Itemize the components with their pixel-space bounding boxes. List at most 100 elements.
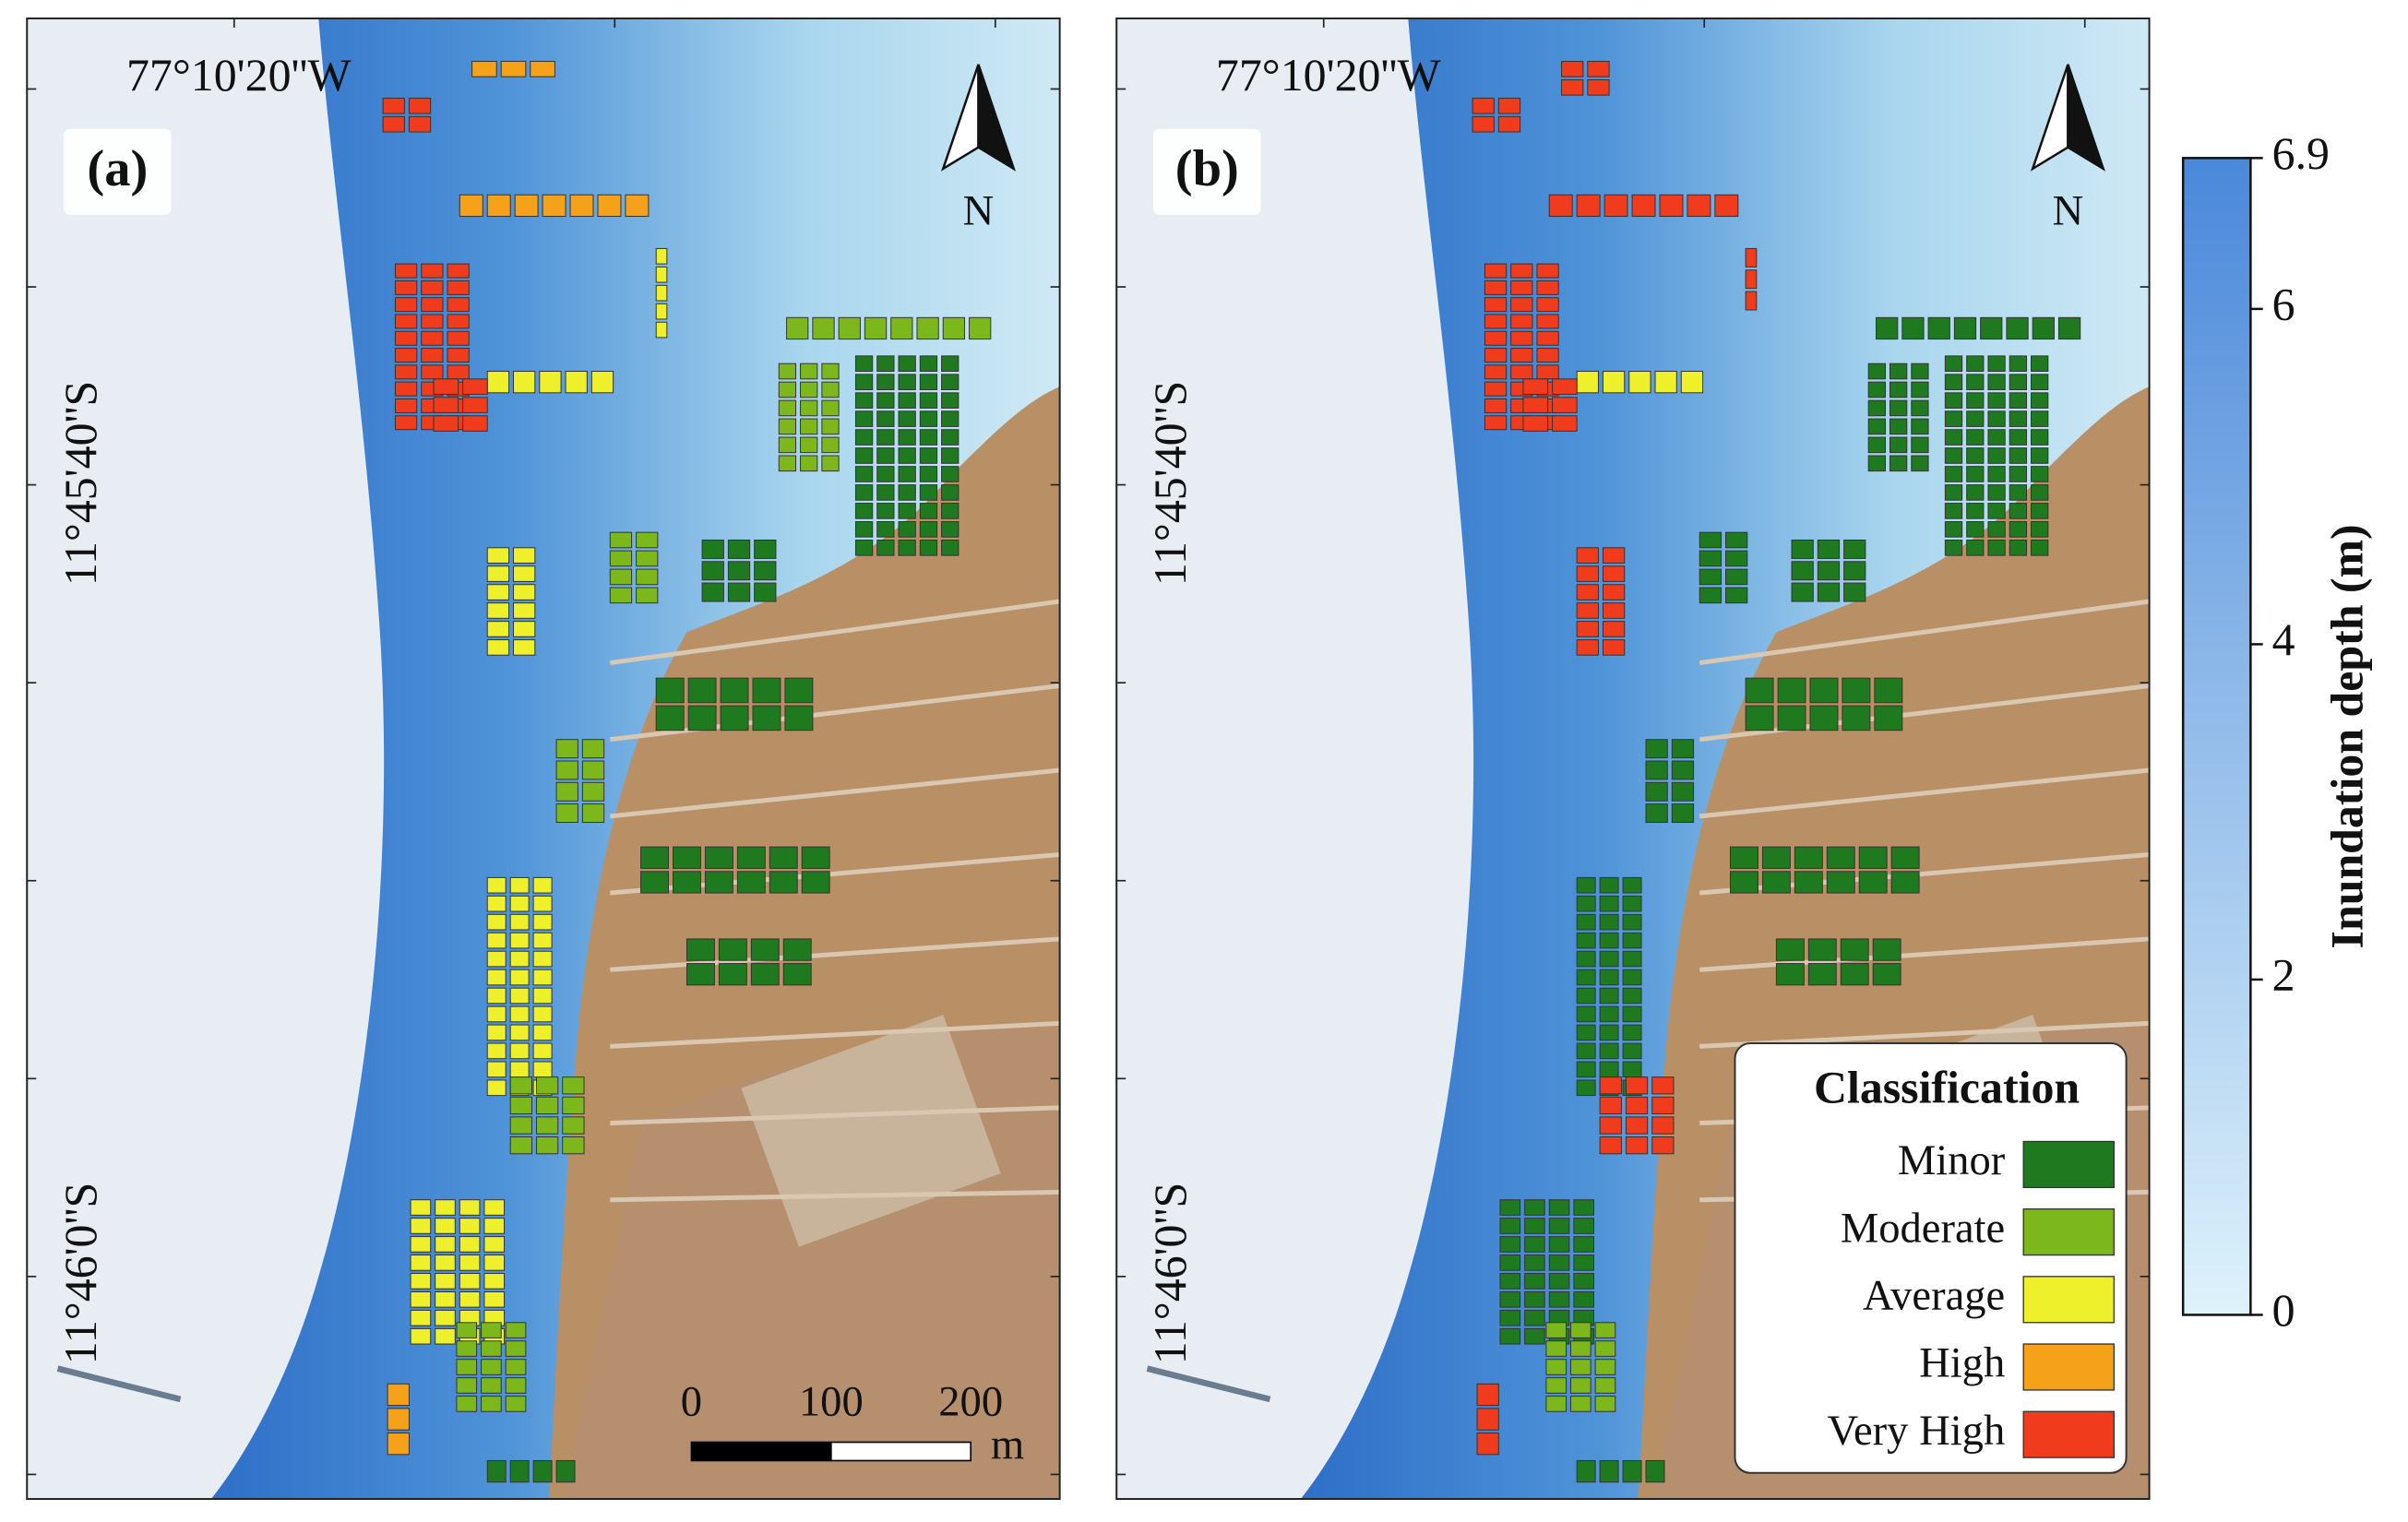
building [1497, 115, 1521, 133]
building [701, 582, 724, 602]
building [410, 1273, 432, 1290]
building [1476, 1383, 1499, 1407]
street [1699, 767, 2150, 819]
building [1987, 410, 2006, 427]
building [1625, 1136, 1649, 1155]
building [1522, 415, 1549, 432]
street [609, 599, 1060, 666]
building [1966, 539, 1985, 556]
building [919, 484, 938, 501]
building [1552, 415, 1578, 432]
building [1817, 539, 1841, 559]
building [942, 316, 966, 340]
building [800, 436, 818, 454]
building [854, 374, 874, 390]
building [2009, 429, 2028, 446]
building [1548, 1254, 1570, 1271]
building [898, 539, 916, 556]
building [1499, 1236, 1521, 1253]
building [1594, 1396, 1616, 1412]
building [636, 531, 659, 549]
building [1484, 263, 1508, 279]
building [1944, 392, 1963, 409]
building [1872, 963, 1901, 986]
building [1966, 503, 1985, 519]
building [1576, 639, 1599, 656]
building [801, 871, 830, 894]
building [769, 846, 798, 869]
building [562, 1136, 585, 1155]
building [2057, 316, 2081, 340]
building [1867, 381, 1887, 398]
building [410, 1236, 432, 1253]
building [1536, 279, 1559, 295]
building [701, 539, 724, 559]
building [2031, 410, 2049, 427]
building [1725, 568, 1748, 586]
building [2006, 316, 2029, 340]
building [838, 316, 861, 340]
building [483, 1236, 506, 1253]
building [1602, 639, 1626, 656]
building [1499, 1199, 1521, 1216]
building [636, 587, 659, 604]
building [486, 895, 507, 912]
building [1548, 1218, 1570, 1234]
legend-swatch [2022, 1208, 2115, 1256]
building [387, 1433, 410, 1456]
building [854, 447, 874, 464]
legend-swatch [2022, 1276, 2115, 1324]
building [1576, 1024, 1596, 1041]
building [509, 1061, 530, 1078]
building [1599, 932, 1619, 949]
building [1889, 363, 1908, 380]
building [1966, 355, 1985, 373]
building [483, 1254, 506, 1271]
building [969, 316, 992, 340]
building [800, 399, 818, 417]
building [1536, 330, 1559, 346]
street [610, 1020, 1060, 1049]
building [1794, 846, 1823, 869]
street [1699, 599, 2150, 666]
building [505, 1322, 527, 1338]
building [609, 550, 633, 567]
building [1714, 194, 1739, 218]
building [769, 871, 798, 894]
building [1603, 194, 1628, 218]
building [421, 314, 444, 329]
building [1484, 279, 1508, 295]
building [1599, 895, 1619, 912]
longitude-label: 77°10'20''W [126, 50, 352, 101]
building [941, 521, 960, 538]
building [505, 1359, 527, 1375]
building [500, 61, 527, 77]
building [1484, 314, 1508, 329]
building [1659, 194, 1684, 218]
building [509, 1076, 532, 1095]
street [610, 767, 1060, 819]
building [421, 348, 444, 363]
building [1545, 1322, 1568, 1338]
building [1545, 1359, 1568, 1375]
building [2031, 539, 2049, 556]
building [1699, 568, 1723, 586]
building [2009, 484, 2028, 501]
building [539, 371, 562, 394]
building [532, 950, 553, 968]
building [890, 316, 913, 340]
building [1911, 399, 1929, 417]
building [1987, 429, 2006, 446]
street [610, 684, 1060, 743]
building [1840, 938, 1869, 961]
building [447, 314, 470, 329]
building [1699, 550, 1723, 567]
building [1867, 436, 1887, 454]
building [1843, 561, 1866, 581]
building [590, 371, 614, 394]
building [1545, 1340, 1568, 1357]
building [1510, 279, 1533, 295]
building [1745, 705, 1774, 731]
building [1576, 1079, 1596, 1097]
building [1966, 447, 1985, 464]
